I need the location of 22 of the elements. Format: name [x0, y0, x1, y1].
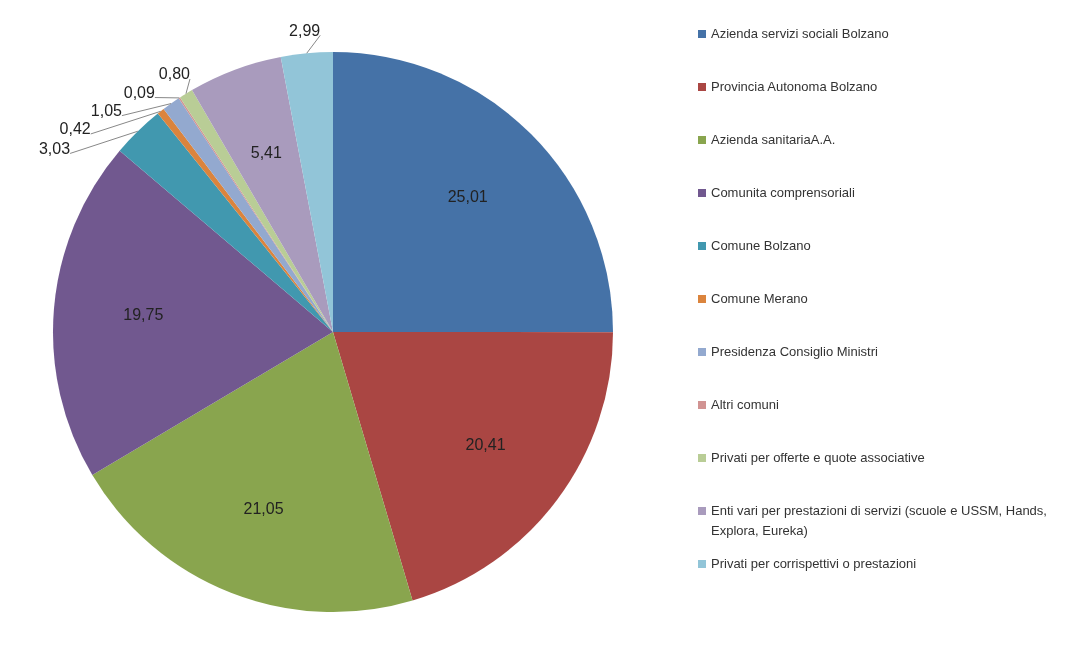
data-label: 5,41: [250, 144, 282, 162]
legend-label: Altri comuni: [711, 396, 779, 414]
data-label: 25,01: [447, 187, 488, 205]
legend-label: Comune Bolzano: [711, 237, 811, 255]
legend-label: Azienda servizi sociali Bolzano: [711, 25, 889, 43]
legend-label: Presidenza Consiglio Ministri: [711, 343, 878, 361]
legend-label: Provincia Autonoma Bolzano: [711, 78, 878, 96]
legend-label: Privati per corrispettivi o prestazioni: [711, 555, 917, 573]
data-label: 21,05: [243, 499, 284, 517]
data-label: 20,41: [465, 436, 506, 454]
legend-label: Privati per offerte e quote associative: [711, 449, 925, 467]
legend-label: Enti vari per prestazioni di servizi (scuole e USSM, Hands, Explora, Eureka): [711, 502, 1048, 540]
legend-label: Comune Merano: [711, 290, 808, 308]
data-label: 0,80: [158, 65, 191, 83]
data-label: 3,03: [38, 139, 71, 157]
data-label: 1,05: [90, 102, 123, 120]
data-label: 0,09: [123, 83, 155, 101]
data-label: 19,75: [123, 306, 164, 324]
legend-label: Azienda sanitariaA.A.: [711, 131, 836, 149]
data-label: 0,42: [59, 120, 91, 138]
legend-label: Comunita comprensoriali: [711, 184, 855, 202]
data-label: 2,99: [289, 21, 321, 39]
